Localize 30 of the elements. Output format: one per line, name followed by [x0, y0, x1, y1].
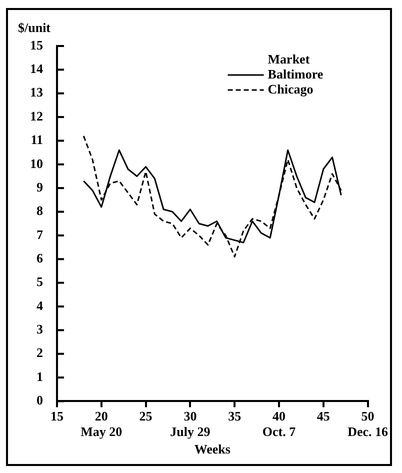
- line-series: [82, 135, 342, 258]
- x-tick-label: 20 May 20: [80, 408, 122, 439]
- y-tick-label: 4: [36, 298, 44, 313]
- legend-label: Baltimore: [268, 66, 324, 82]
- y-tick-label: 3: [36, 322, 44, 337]
- y-tick-label: 8: [36, 203, 44, 218]
- y-tick-label: 9: [36, 179, 44, 194]
- y-tick-label: 12: [30, 108, 43, 124]
- x-tick-label: 25: [139, 408, 153, 424]
- x-tick-label: 30 July 29: [170, 408, 211, 439]
- y-tick-label: 2: [36, 345, 43, 360]
- x-tick-label: 45: [316, 408, 330, 424]
- y-tick-label: 13: [30, 84, 44, 100]
- y-tick-label: 0: [36, 392, 43, 408]
- x-tick-label: 15: [50, 408, 64, 424]
- y-axis-title: $/unit: [18, 20, 52, 35]
- y-tick-label: 11: [30, 132, 43, 148]
- legend-label: Chicago: [268, 81, 314, 96]
- y-tick-label: 1: [36, 368, 43, 384]
- y-tick-label: 15: [30, 37, 44, 52]
- y-tick-label: 6: [36, 250, 44, 266]
- x-tick-label: 40 Oct. 7: [262, 408, 296, 439]
- y-tick-label: 5: [36, 274, 44, 290]
- x-axis-title: Weeks: [194, 442, 230, 457]
- y-tick-label: 14: [30, 61, 44, 76]
- x-tick-label: 50 Dec. 16: [348, 408, 388, 439]
- y-tick-label: 10: [30, 156, 43, 171]
- y-tick-label: 7: [36, 226, 44, 242]
- x-tick-label: 35: [228, 408, 242, 424]
- legend-title: Market: [268, 51, 310, 66]
